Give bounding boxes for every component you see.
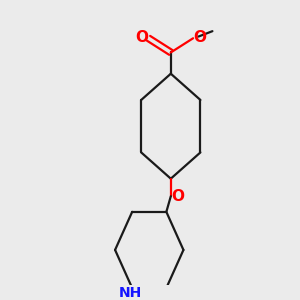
Text: NH: NH: [119, 286, 142, 300]
Text: O: O: [193, 30, 206, 45]
Text: O: O: [136, 30, 148, 45]
Text: O: O: [171, 189, 184, 204]
